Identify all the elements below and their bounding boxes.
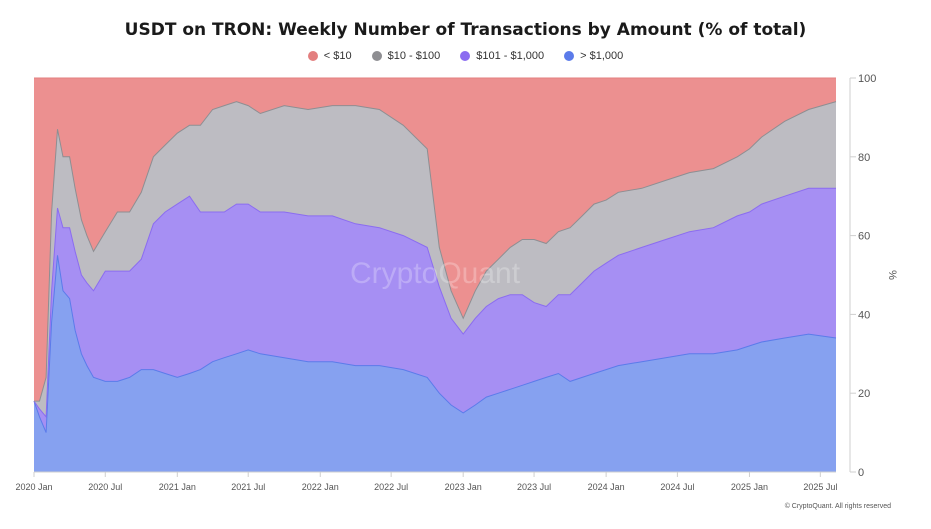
legend-item[interactable]: $10 - $100 <box>371 50 441 62</box>
legend-marker <box>371 51 382 61</box>
y-tick-label: 100 <box>858 73 876 85</box>
legend-label: $10 - $100 <box>387 50 441 62</box>
chart-title: USDT on TRON: Weekly Number of Transacti… <box>124 20 807 40</box>
legend: < $10 $10 - $100 $101 - $1,000 > $1,000 <box>0 50 931 62</box>
x-tick-label: 2021 Jan <box>159 482 196 492</box>
line--1-000 <box>33 255 837 433</box>
legend-item[interactable]: $101 - $1,000 <box>460 50 544 62</box>
legend-marker <box>307 51 318 61</box>
y-tick-label: 80 <box>858 152 870 164</box>
area--1-000 <box>34 255 836 472</box>
line--10-100 <box>34 101 837 402</box>
x-tick-label: 2020 Jul <box>88 482 122 492</box>
legend-marker <box>564 51 575 61</box>
x-tick-label: 2023 Jan <box>445 482 482 492</box>
y-tick-label: 40 <box>858 309 870 321</box>
x-tick-label: 2025 Jul <box>803 482 837 492</box>
x-tick-label: 2024 Jan <box>588 482 625 492</box>
legend-marker <box>460 51 471 61</box>
legend-label: > $1,000 <box>580 50 624 62</box>
y-tick-label: 0 <box>858 467 864 479</box>
copyright-footer: © CryptoQuant. All rights reserved <box>784 503 891 510</box>
x-tick-label: 2022 Jul <box>374 482 408 492</box>
line--101-1-000 <box>33 187 836 419</box>
legend-label: $101 - $1,000 <box>476 50 545 62</box>
x-tick-label: 2022 Jan <box>302 482 339 492</box>
area--101-1-000 <box>34 188 836 433</box>
x-tick-label: 2024 Jul <box>660 482 694 492</box>
area--10 <box>34 78 836 402</box>
legend-item[interactable]: > $1,000 <box>564 50 623 62</box>
x-tick-label: 2025 Jan <box>731 482 768 492</box>
y-tick-label: 60 <box>858 231 870 243</box>
x-tick-label: 2021 Jul <box>231 482 265 492</box>
watermark: CryptoQuant <box>350 257 521 290</box>
series-areas <box>33 77 837 472</box>
legend-label: < $10 <box>323 50 352 62</box>
legend-item[interactable]: < $10 <box>307 50 352 62</box>
y-axis-label: % <box>886 270 898 280</box>
x-tick-label: 2020 Jan <box>15 482 52 492</box>
x-tick-label: 2023 Jul <box>517 482 551 492</box>
area--10-100 <box>34 101 836 417</box>
y-tick-label: 20 <box>858 388 870 400</box>
